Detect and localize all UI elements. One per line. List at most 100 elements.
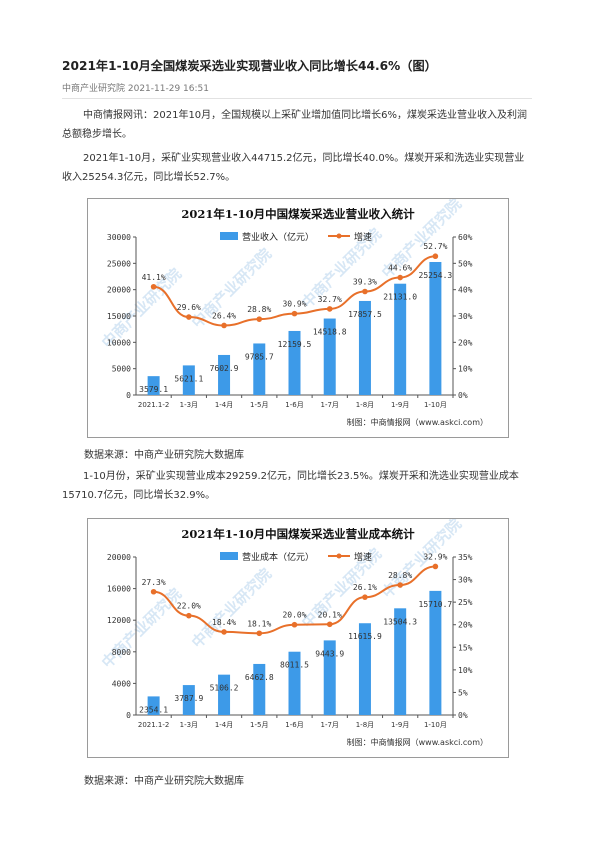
growth-label: 52.7% [423,242,447,251]
y-tick-label: 0 [126,391,131,400]
x-tick-label: 1-6月 [285,721,303,729]
bar-value-label: 8011.5 [280,661,309,670]
bar-value-label: 9785.7 [245,352,274,361]
bar-value-label: 21131.0 [383,293,417,302]
bar [429,261,442,395]
y2-tick-label: 0% [458,391,468,400]
data-source-2: 数据来源：中商产业研究院大数据库 [84,776,244,787]
growth-label: 26.1% [353,583,377,592]
growth-label: 32.7% [318,295,342,304]
bar-value-label: 17857.5 [348,310,382,319]
legend-line-label: 增速 [354,551,372,563]
bar-value-label: 12159.5 [278,340,312,349]
y-tick-label: 12000 [107,616,131,625]
y2-tick-label: 5% [458,688,468,697]
x-tick-label: 2021.1-2 [138,401,169,409]
y2-tick-label: 20% [458,621,473,630]
bar [288,651,301,715]
bar [147,376,160,395]
growth-point [221,322,227,329]
legend-line-marker [336,553,342,559]
y2-tick-label: 30% [458,576,473,585]
x-tick-label: 1-7月 [321,721,339,729]
growth-label: 30.9% [282,300,306,309]
bar [288,330,301,395]
growth-point [150,283,157,290]
growth-point [362,288,368,295]
watermark-text: 中商产业研究院 [98,585,185,672]
y-tick-label: 8000 [112,648,131,657]
y-tick-label: 16000 [107,585,131,594]
growth-point [256,630,263,637]
chart-credit: 制图：中商情报网（www.askci.com） [347,417,488,427]
legend-line-label: 增速 [354,231,372,243]
bar-value-label: 3579.1 [139,385,168,394]
x-tick-label: 1-3月 [180,721,198,729]
x-tick-label: 1-5月 [250,721,268,729]
y2-tick-label: 50% [458,259,473,268]
chart-credit: 制图：中商情报网（www.askci.com） [347,737,488,747]
growth-point [186,314,192,320]
y-tick-label: 4000 [112,679,131,688]
y-tick-label: 0 [126,711,131,720]
bar-value-label: 5106.2 [210,684,239,693]
growth-label: 29.6% [177,303,201,312]
bar [358,623,371,715]
growth-label: 28.8% [388,571,412,580]
revenue-chart-svg: 中商产业研究院 中商产业研究院 中商产业研究院中商产业研究院2021年1-10月中国… [98,199,488,427]
x-tick-label: 1-9月 [391,721,409,729]
growth-label: 27.3% [142,578,166,587]
x-tick-label: 1-8月 [356,721,374,729]
y-tick-label: 10000 [107,338,131,347]
bar-value-label: 11615.9 [348,632,382,641]
growth-point [432,563,439,570]
bar [182,685,195,715]
y2-tick-label: 15% [458,643,473,652]
article-meta: 中商产业研究院 2021-11-29 16:51 [62,84,209,94]
article-title: 2021年1-10月全国煤炭采选业实现营业收入同比增长44.6%（图） [62,59,437,73]
bar [147,696,160,715]
growth-point [326,621,333,628]
x-tick-label: 1-7月 [321,401,339,409]
y2-tick-label: 10% [458,666,473,675]
paragraph-cost: 1-10月份，采矿业实现营业成本29259.2亿元，同比增长23.5%。煤炭开采… [62,471,519,501]
y-tick-label: 20000 [107,286,131,295]
y-tick-label: 30000 [107,233,131,242]
legend-line-marker [336,233,342,239]
growth-label: 20.0% [282,611,306,620]
bar-value-label: 2354.1 [139,705,168,714]
bar-value-label: 13504.3 [383,617,417,626]
growth-point [432,253,439,260]
y2-tick-label: 60% [458,233,473,242]
growth-point [186,612,192,619]
chart-title: 2021年1-10月中国煤炭采选业营业成本统计 [181,527,415,541]
y2-tick-label: 35% [458,553,473,562]
bar [394,283,407,395]
growth-point [291,621,298,628]
growth-label: 26.4% [212,311,236,320]
growth-label: 32.9% [423,552,447,561]
bar [253,343,266,395]
x-tick-label: 1-8月 [356,401,374,409]
growth-point [221,629,227,635]
y-tick-label: 20000 [107,553,131,562]
bar [218,674,231,715]
growth-point [150,588,157,595]
paragraph-revenue: 2021年1-10月，采矿业实现营业收入44715.2亿元，同比增长40.0%。… [62,153,525,183]
y2-tick-label: 40% [458,286,473,295]
watermark-text: 中商产业研究院 [188,565,275,652]
x-tick-label: 1-6月 [285,401,303,409]
title-divider [62,98,532,99]
bar [218,354,231,395]
legend-bar-label: 营业收入（亿元） [242,231,314,243]
y-tick-label: 15000 [107,312,131,321]
legend-bar-label: 营业成本（亿元） [242,551,314,563]
growth-label: 39.3% [353,278,377,287]
growth-point [256,316,263,322]
bar-value-label: 14518.8 [313,328,347,337]
growth-label: 18.1% [247,619,271,628]
bar-value-label: 3787.9 [174,694,203,703]
bar-value-label: 15710.7 [419,600,453,609]
growth-point [397,274,403,281]
y-tick-label: 5000 [112,365,131,374]
